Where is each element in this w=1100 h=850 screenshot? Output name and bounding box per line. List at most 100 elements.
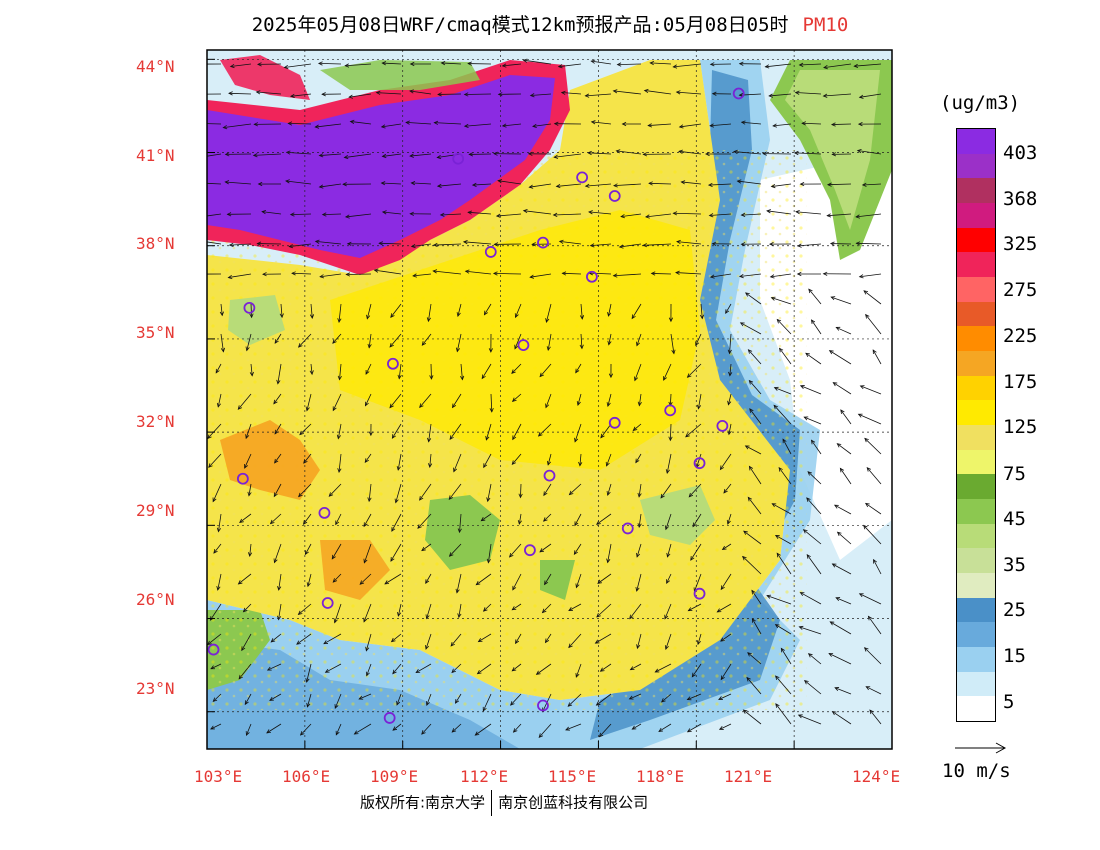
wind-arrow-head: [739, 322, 745, 327]
lon-label-106: 106°E: [282, 767, 331, 786]
wind-arrow-icon: [805, 352, 822, 365]
wind-arrow-head: [553, 121, 559, 126]
wind-arrow-head: [363, 522, 368, 528]
wind-arrow-icon: [515, 633, 522, 644]
wind-arrow-icon: [409, 90, 432, 95]
wind-arrow-icon: [596, 513, 612, 525]
wind-arrow-head: [219, 311, 224, 317]
wind-arrow-icon: [553, 213, 582, 216]
wind-arrow-icon: [411, 182, 432, 185]
wind-arrow-head: [856, 148, 862, 154]
wind-arrow-head: [553, 154, 559, 159]
wind-arrow-icon: [306, 393, 312, 411]
wind-arrow-head: [770, 184, 776, 189]
wind-arrow-icon: [510, 693, 522, 706]
wind-arrow-icon: [806, 554, 822, 575]
wind-arrow-icon: [513, 723, 522, 733]
wind-arrow-head: [775, 703, 780, 708]
wind-arrow-head: [245, 346, 250, 352]
wind-arrow-icon: [349, 93, 372, 98]
wind-scale-arrow-icon: [955, 742, 1007, 754]
wind-arrow-head: [598, 732, 604, 738]
wind-arrow-icon: [427, 303, 432, 322]
wind-arrow-icon: [363, 513, 372, 527]
wind-arrow-icon: [498, 180, 522, 185]
wind-arrow-icon: [368, 333, 372, 348]
wind-arrow-head: [830, 122, 836, 127]
wind-arrow-head: [780, 647, 785, 653]
wind-arrow-head: [538, 733, 544, 738]
wind-arrow-head: [529, 93, 535, 98]
wind-arrow-head: [216, 527, 222, 533]
wind-arrow-head: [463, 92, 469, 97]
wind-arrow-head: [836, 443, 842, 448]
wind-arrow-head: [672, 64, 678, 69]
wind-arrow-icon: [411, 243, 432, 247]
wind-arrow-head: [471, 182, 477, 187]
wind-arrow-icon: [421, 543, 432, 551]
wind-arrow-head: [579, 315, 585, 320]
wind-arrow-icon: [676, 241, 702, 245]
wind-arrow-head: [419, 403, 424, 409]
wind-arrow-head: [426, 701, 430, 706]
city-marker-icon: [608, 416, 621, 429]
wind-arrow-icon: [562, 272, 582, 275]
wind-arrow-icon: [607, 543, 612, 563]
wind-arrow-icon: [319, 153, 342, 156]
city-marker-icon: [387, 357, 399, 370]
wind-arrow-head: [237, 580, 243, 585]
wind-arrow-icon: [669, 393, 672, 406]
wind-arrow-head: [539, 548, 545, 553]
wind-arrow-icon: [210, 663, 222, 670]
wind-arrow-icon: [277, 363, 282, 384]
wind-arrow-head: [492, 271, 498, 276]
wind-arrow-head: [226, 212, 232, 217]
wind-arrow-head: [772, 123, 777, 128]
wind-arrow-icon: [800, 592, 822, 605]
korea-japan-land-light: [785, 70, 880, 230]
wind-arrow-icon: [539, 543, 552, 553]
wind-arrow-icon: [795, 92, 822, 95]
wind-arrow-icon: [464, 93, 492, 95]
wind-arrow-icon: [364, 453, 372, 463]
wind-arrow-head: [336, 434, 341, 440]
wind-arrow-head: [793, 150, 799, 156]
wind-arrow-head: [605, 461, 610, 467]
legend-swatch: [957, 203, 995, 228]
wind-arrow-icon: [390, 303, 402, 318]
city-marker-icon: [537, 699, 549, 712]
wind-arrow-head: [514, 313, 519, 319]
legend-label-325: 325: [1003, 233, 1038, 255]
wind-arrow-head: [642, 243, 648, 248]
wind-arrow-head: [831, 152, 837, 157]
city-marker-icon: [693, 587, 706, 600]
wind-arrow-head: [215, 368, 220, 374]
wind-arrow-icon: [673, 63, 702, 68]
wind-arrow-head: [257, 181, 263, 187]
map-ticks: [206, 58, 893, 749]
wind-arrow-head: [822, 93, 828, 98]
wind-arrow-head: [636, 552, 641, 558]
pollutant-label: PM10: [802, 14, 849, 36]
wind-arrow-head: [474, 731, 480, 736]
wind-arrow-icon: [382, 153, 402, 157]
wind-arrow-icon: [739, 273, 762, 277]
wind-arrow-icon: [228, 273, 252, 278]
wind-arrow-icon: [270, 633, 282, 643]
wind-arrow-head: [482, 607, 488, 612]
wind-arrow-head: [872, 349, 877, 355]
wind-arrow-icon: [359, 693, 372, 700]
wind-arrow-head: [672, 211, 678, 216]
wind-arrow-icon: [638, 513, 642, 528]
wind-arrow-icon: [398, 363, 402, 379]
wind-arrow-icon: [558, 63, 582, 68]
wind-arrow-head: [314, 124, 320, 129]
wind-arrow-head: [518, 493, 523, 499]
wind-arrow-head: [451, 728, 457, 733]
wind-arrow-icon: [212, 483, 222, 502]
wind-arrow-head: [227, 274, 233, 280]
city-marker-icon: [484, 246, 497, 258]
wind-arrow-head: [353, 730, 359, 735]
wind-arrow-icon: [207, 423, 222, 439]
wind-arrow-icon: [782, 438, 792, 455]
